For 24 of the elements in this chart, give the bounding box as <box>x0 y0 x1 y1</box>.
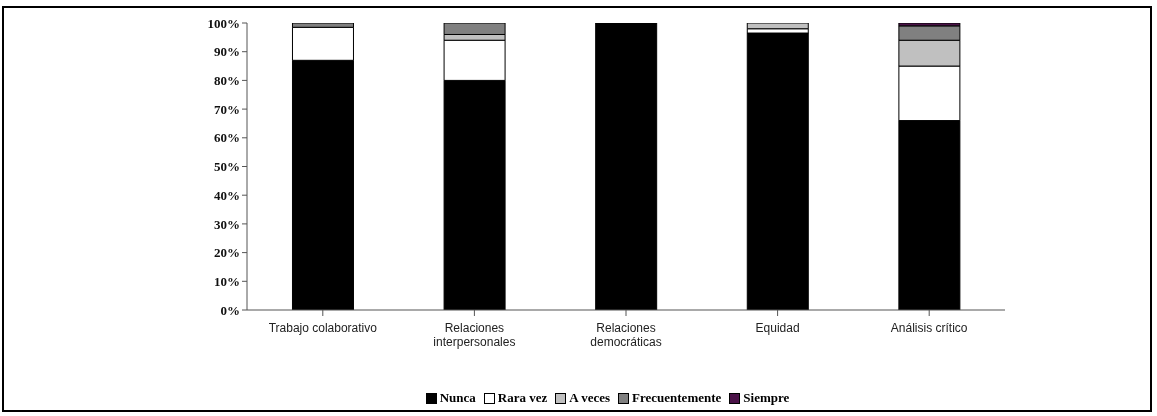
x-tick-label: Trabajo colaborativo <box>268 321 378 335</box>
legend-label: Rara vez <box>497 390 548 406</box>
x-tick-label: Equidad <box>755 321 800 335</box>
y-tick-label: 70% <box>214 101 240 117</box>
y-tick-label: 50% <box>214 159 240 175</box>
y-tick-label: 30% <box>214 216 240 232</box>
y-tick-label: 60% <box>214 130 240 146</box>
y-tick-label: 0% <box>220 302 240 318</box>
bar <box>746 23 809 30</box>
legend-label: Frecuentemente <box>632 390 722 406</box>
y-tick-label: 40% <box>214 187 240 203</box>
y-tick-label: 10% <box>214 273 240 289</box>
x-tick-label: Relaciones interpersonales <box>433 321 516 349</box>
y-tick-label: 20% <box>214 245 240 261</box>
bar <box>746 32 809 310</box>
legend-label: Nunca <box>439 390 476 406</box>
y-tick-label: 90% <box>214 44 240 60</box>
bar <box>595 23 658 310</box>
x-tick-label: Relaciones democráticas <box>590 321 662 349</box>
legend-label: Siempre <box>743 390 790 406</box>
legend-label: A veces <box>569 390 611 406</box>
y-tick-label: 100% <box>207 15 240 31</box>
x-tick-label: Análisis crítico <box>890 321 968 335</box>
y-tick-label: 80% <box>214 73 240 89</box>
